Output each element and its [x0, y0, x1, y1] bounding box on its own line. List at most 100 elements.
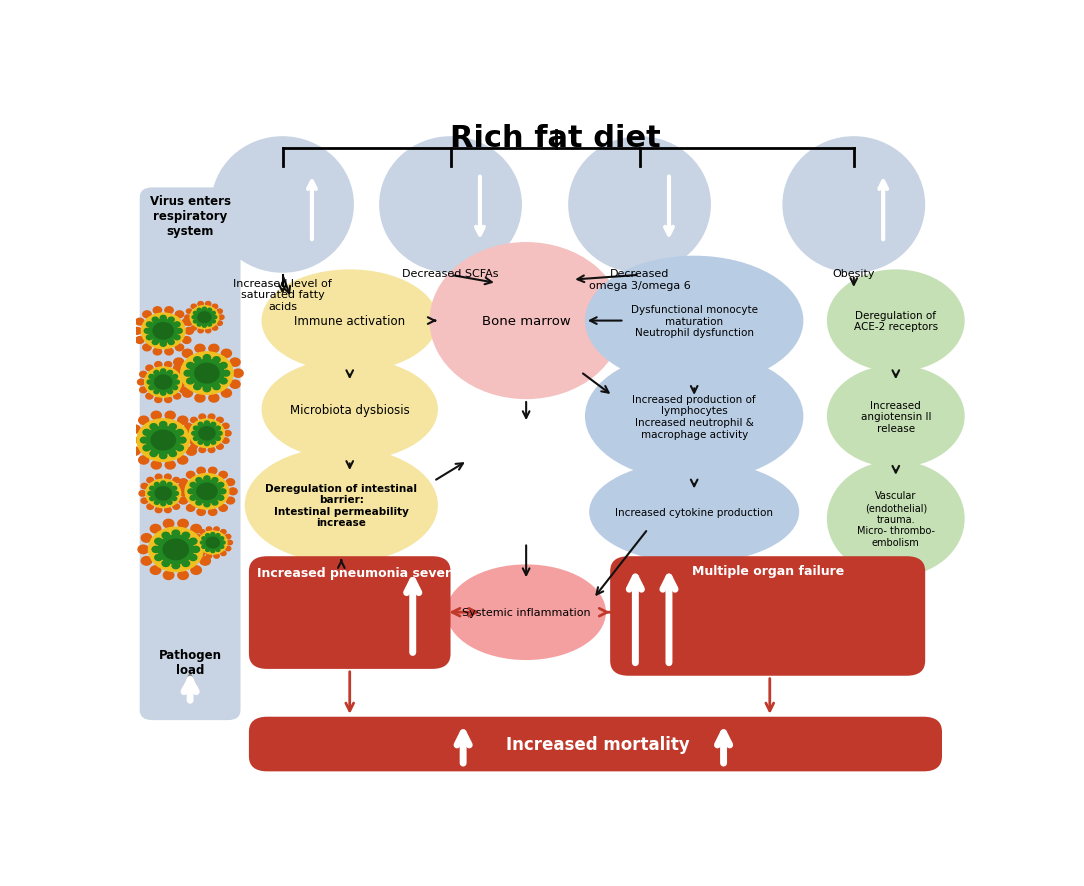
Circle shape	[157, 338, 164, 343]
Ellipse shape	[585, 256, 803, 386]
Circle shape	[184, 424, 192, 429]
Circle shape	[168, 323, 175, 328]
Circle shape	[170, 383, 175, 386]
Circle shape	[199, 534, 210, 542]
Circle shape	[163, 320, 169, 325]
Circle shape	[186, 425, 196, 433]
Circle shape	[155, 475, 162, 480]
Circle shape	[164, 520, 173, 528]
Circle shape	[176, 536, 183, 542]
Circle shape	[155, 362, 162, 368]
Circle shape	[158, 544, 166, 550]
Circle shape	[186, 322, 192, 326]
Circle shape	[165, 307, 173, 315]
Circle shape	[179, 484, 185, 489]
Circle shape	[185, 549, 193, 556]
Circle shape	[216, 437, 220, 441]
Text: Decreased
omega 3/omega 6: Decreased omega 3/omega 6	[589, 268, 691, 291]
Circle shape	[225, 535, 231, 540]
Circle shape	[195, 345, 205, 354]
Circle shape	[150, 446, 157, 451]
Circle shape	[193, 437, 198, 441]
Circle shape	[159, 422, 167, 428]
Circle shape	[178, 456, 188, 464]
Circle shape	[196, 501, 202, 505]
Circle shape	[173, 393, 181, 400]
Circle shape	[208, 415, 215, 420]
Text: Increased production of
lymphocytes
Increased neutrophil &
macrophage activity: Increased production of lymphocytes Incr…	[632, 394, 756, 439]
Circle shape	[136, 338, 144, 344]
Circle shape	[160, 481, 166, 486]
Text: Multiple organ failure: Multiple organ failure	[692, 564, 843, 578]
Circle shape	[143, 312, 151, 318]
Circle shape	[221, 530, 227, 534]
Ellipse shape	[827, 461, 965, 577]
Circle shape	[154, 390, 159, 394]
Circle shape	[133, 328, 141, 335]
Circle shape	[150, 430, 157, 436]
Circle shape	[206, 527, 211, 532]
Circle shape	[220, 537, 223, 540]
Circle shape	[211, 312, 216, 315]
Circle shape	[165, 462, 176, 470]
Circle shape	[206, 534, 209, 537]
Circle shape	[175, 336, 180, 340]
Circle shape	[149, 386, 154, 390]
Circle shape	[233, 369, 243, 377]
Circle shape	[169, 424, 177, 430]
Text: Rich fat diet: Rich fat diet	[450, 123, 661, 152]
Circle shape	[160, 342, 166, 347]
Circle shape	[206, 537, 209, 540]
Circle shape	[146, 323, 153, 328]
Circle shape	[198, 313, 211, 323]
Circle shape	[196, 430, 201, 434]
Circle shape	[220, 363, 228, 369]
Circle shape	[152, 490, 157, 494]
Circle shape	[198, 441, 203, 445]
Circle shape	[206, 538, 219, 548]
Circle shape	[215, 492, 221, 496]
Circle shape	[214, 434, 218, 438]
Circle shape	[212, 316, 217, 320]
Circle shape	[191, 444, 197, 450]
Circle shape	[198, 423, 203, 427]
Circle shape	[204, 540, 208, 543]
Circle shape	[154, 386, 159, 390]
Circle shape	[158, 499, 164, 502]
Circle shape	[207, 480, 212, 486]
Ellipse shape	[211, 137, 353, 274]
Circle shape	[214, 527, 219, 532]
Circle shape	[204, 477, 210, 481]
Circle shape	[193, 321, 197, 323]
Circle shape	[222, 439, 229, 444]
Circle shape	[171, 331, 177, 337]
Circle shape	[155, 508, 162, 513]
Ellipse shape	[585, 352, 803, 481]
Circle shape	[173, 359, 184, 367]
Circle shape	[211, 423, 216, 427]
Circle shape	[139, 491, 145, 496]
Circle shape	[176, 557, 183, 563]
Circle shape	[199, 381, 207, 387]
Text: Increased
angiotensin II
release: Increased angiotensin II release	[861, 400, 931, 433]
Text: Increased pneumonia severity: Increased pneumonia severity	[257, 567, 469, 579]
Circle shape	[222, 371, 230, 377]
Circle shape	[136, 319, 144, 326]
Circle shape	[210, 550, 215, 553]
Circle shape	[204, 322, 208, 325]
Circle shape	[219, 315, 224, 320]
Circle shape	[191, 368, 197, 374]
Circle shape	[154, 375, 159, 379]
Circle shape	[202, 546, 206, 548]
Circle shape	[209, 536, 212, 539]
Circle shape	[191, 418, 197, 424]
Circle shape	[211, 478, 218, 483]
Circle shape	[173, 381, 184, 389]
Circle shape	[168, 536, 176, 542]
Circle shape	[227, 540, 232, 545]
Circle shape	[199, 361, 207, 366]
Circle shape	[186, 505, 195, 512]
Circle shape	[152, 494, 157, 498]
Circle shape	[216, 537, 220, 540]
Circle shape	[182, 532, 190, 539]
